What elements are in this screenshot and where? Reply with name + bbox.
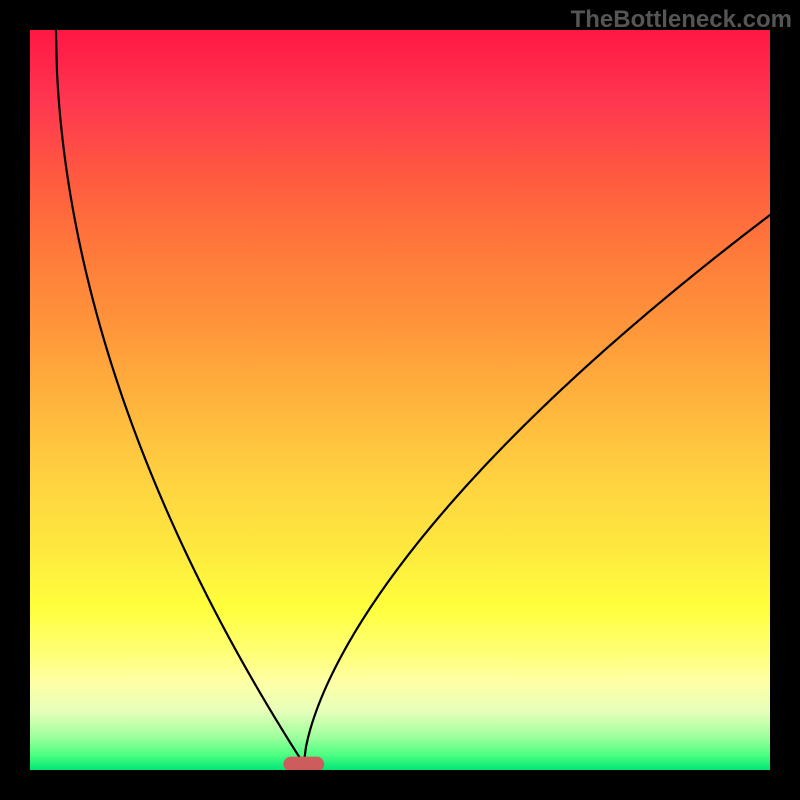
gradient-background bbox=[30, 30, 770, 770]
plot-svg bbox=[30, 30, 770, 770]
dip-marker bbox=[283, 757, 324, 770]
plot-area bbox=[30, 30, 770, 770]
chart: TheBottleneck.com bbox=[0, 0, 800, 800]
